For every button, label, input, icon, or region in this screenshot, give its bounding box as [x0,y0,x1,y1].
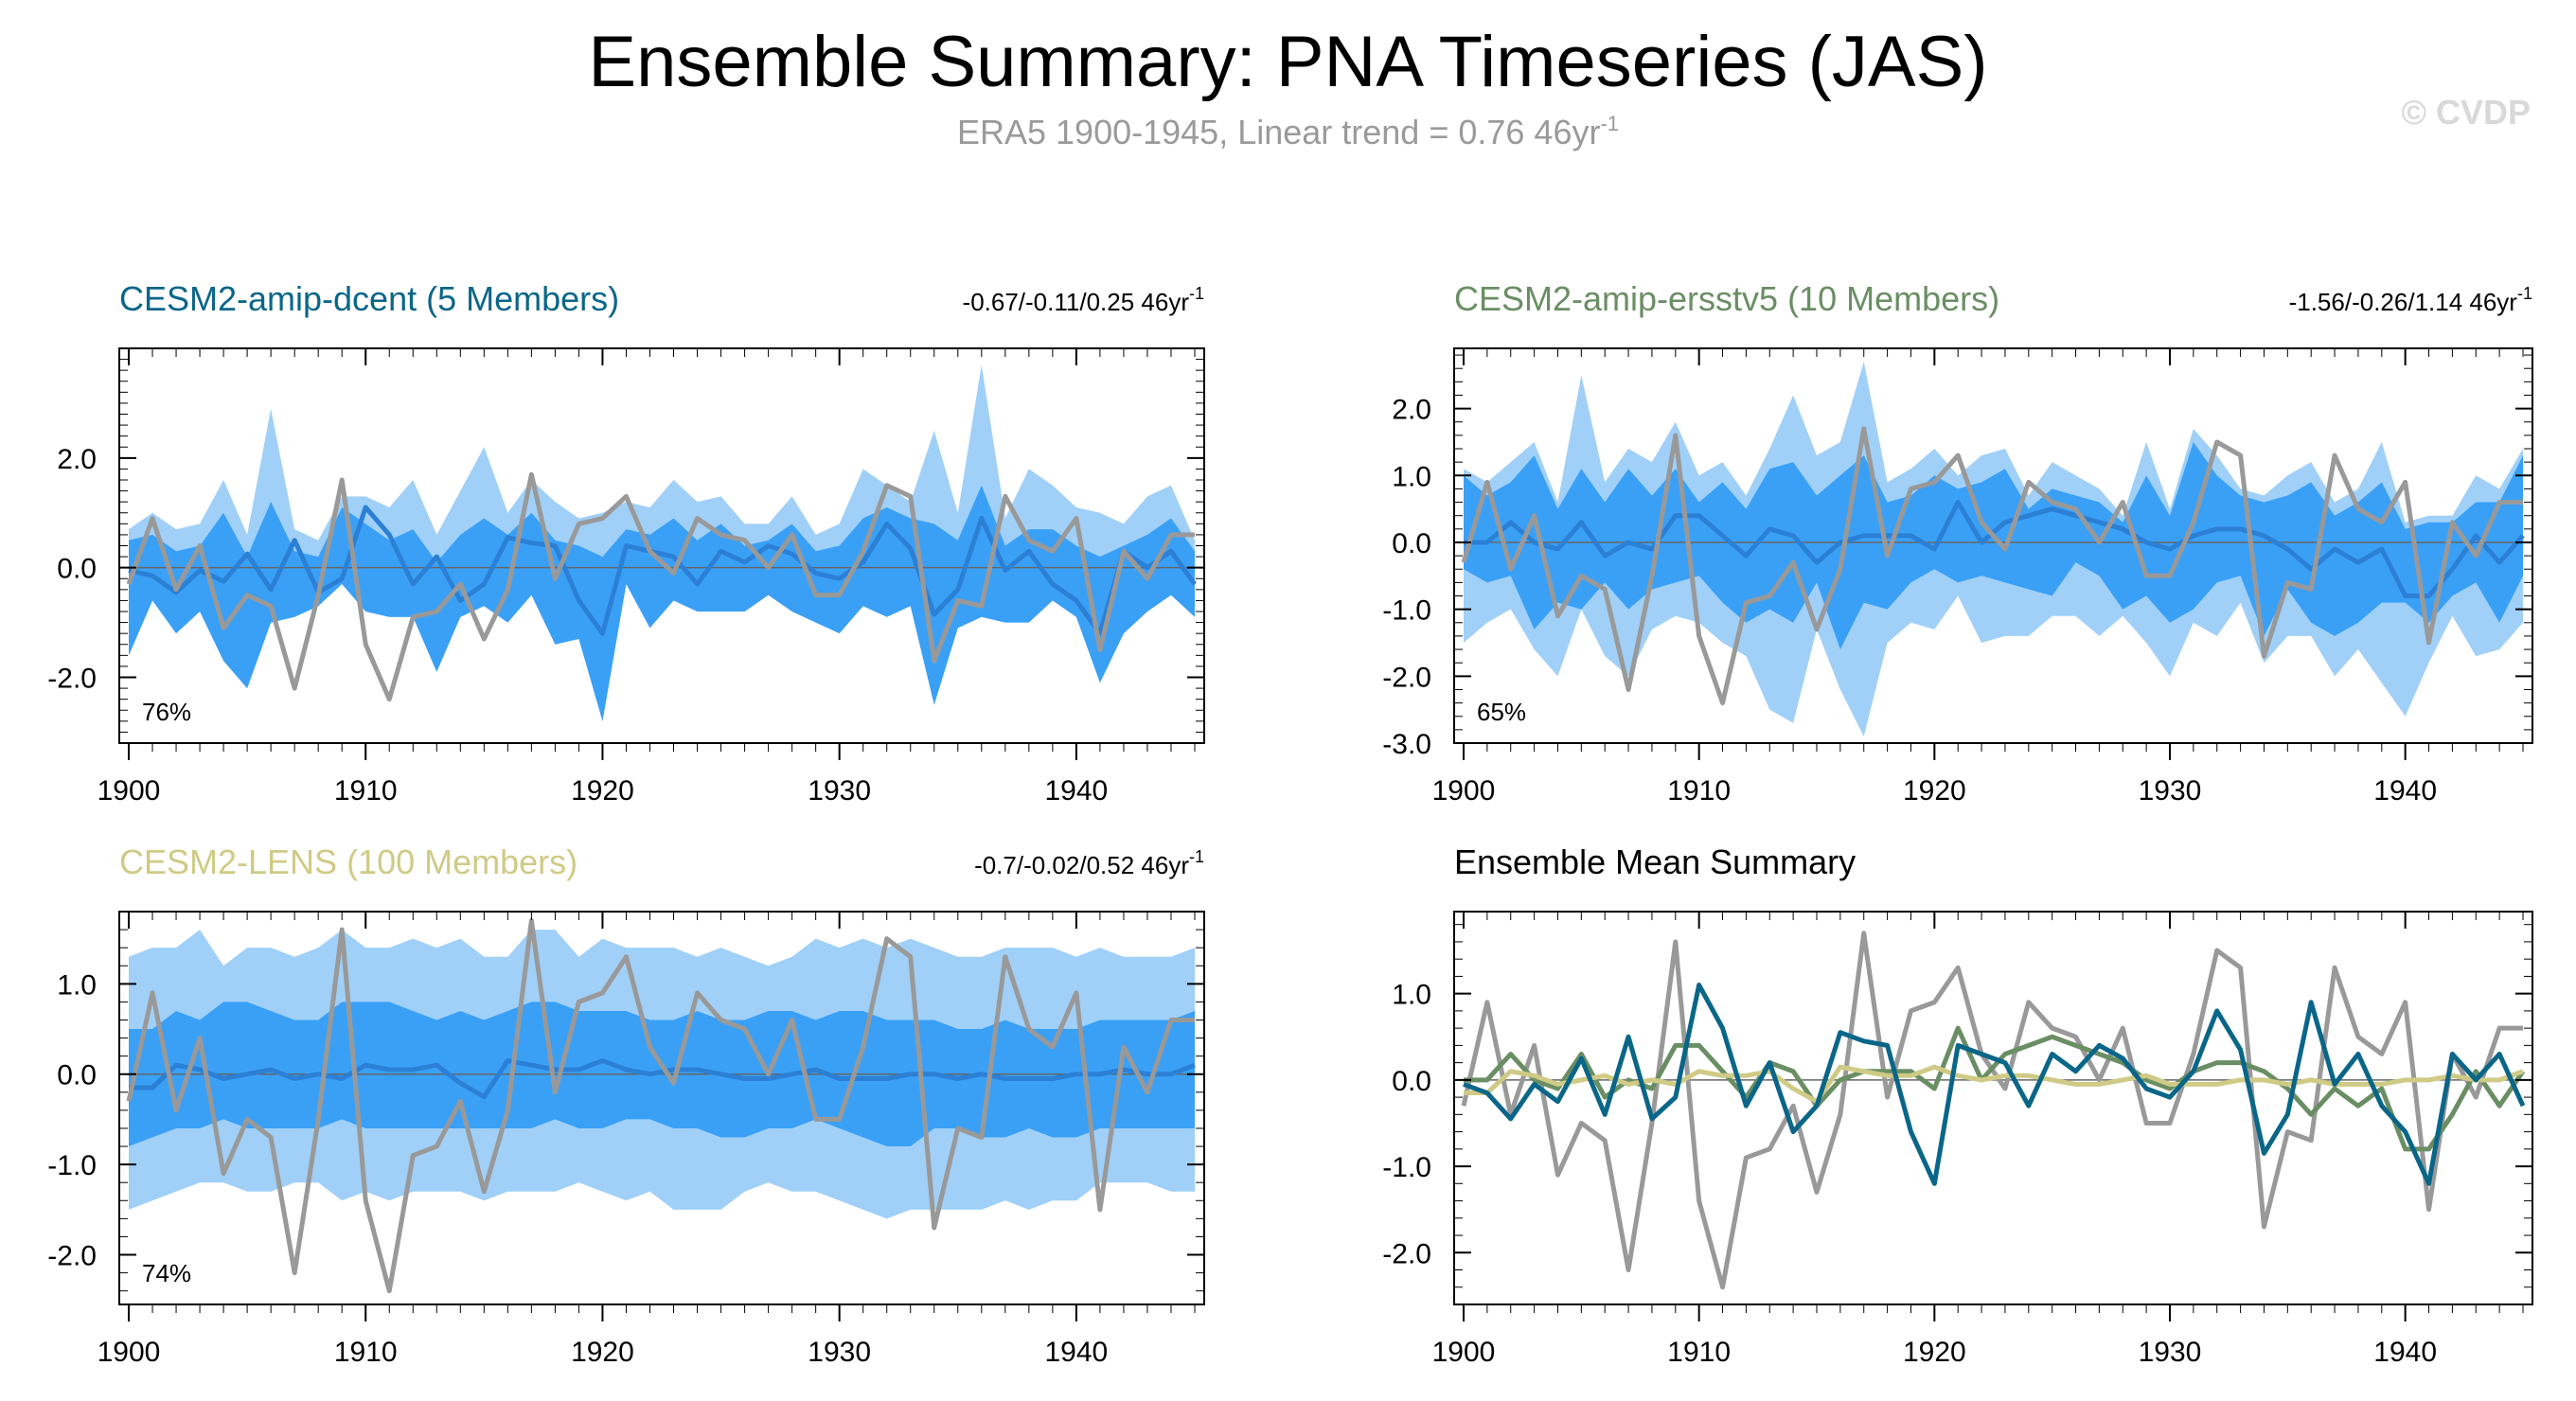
panel-title: Ensemble Mean Summary [1454,842,1856,881]
x-tick-label: 1940 [1045,1337,1109,1368]
x-tick-label: 1900 [98,775,161,807]
plot-frame [1453,911,2533,1305]
observed-line [1461,426,2523,706]
x-tick-label: 1930 [808,1337,871,1368]
series-line-ersstv5 [1464,1025,2526,1152]
y-tick-label: 1.0 [1392,461,1431,492]
subtitle-text: ERA5 1900-1945, Linear trend = 0.76 46yr [956,113,1601,151]
x-tick-label: 1920 [1903,775,1966,807]
y-tick-label: 1.0 [1392,980,1431,1011]
x-tick-label: 1940 [2373,1337,2437,1368]
panel-summary: Ensemble Mean Summary -2.0 -1.0 0.0 1.0 1900 1… [1382,842,2533,1368]
panel-title: CESM2-amip-dcent (5 Members) [119,279,619,318]
y-tick-label: -1.0 [1382,1152,1431,1183]
y-tick-label: -2.0 [1382,662,1431,693]
panel-title: CESM2-amip-ersstv5 (10 Members) [1454,279,1999,318]
trend-text: -0.7/-0.02/0.52 46yr-1 [974,847,1204,879]
percent-label: 74% [142,1259,191,1287]
y-tick-label: -1.0 [47,1150,97,1181]
x-tick-label: 1930 [2139,1337,2202,1368]
y-tick-label: -1.0 [1382,595,1431,627]
plot-frame [1453,347,2533,744]
x-tick-label: 1920 [571,1337,634,1368]
y-tick-label: 1.0 [57,969,97,1001]
observed-line [126,918,1195,1294]
y-tick-label: -2.0 [47,664,97,695]
y-tick-label: -3.0 [1382,729,1431,760]
x-tick-label: 1930 [808,775,871,807]
x-tick-label: 1910 [1667,775,1731,807]
subtitle-superscript: -1 [1600,112,1620,135]
x-tick-label: 1910 [1667,1337,1731,1368]
y-tick-label: -2.0 [1382,1238,1431,1269]
panel-dcent: CESM2-amip-dcent (5 Members) -0.67/-0.11/… [47,279,1205,807]
ensemble-mean-line [128,505,1198,636]
x-tick-label: 1940 [1045,775,1109,807]
y-tick-label: 0.0 [57,554,97,585]
x-tick-label: 1920 [571,775,634,807]
percent-label: 76% [142,698,191,726]
y-tick-label: 0.0 [1392,1066,1431,1097]
series-line-dcent [1463,983,2526,1186]
trend-text: -0.67/-0.11/0.25 46yr-1 [963,284,1204,316]
x-tick-label: 1940 [2373,775,2437,807]
x-tick-label: 1910 [334,1337,398,1368]
y-tick-label: 2.0 [1392,395,1431,426]
x-tick-label: 1900 [1432,1337,1496,1368]
x-tick-label: 1920 [1903,1337,1966,1368]
figure-subtitle: ERA5 1900-1945, Linear trend = 0.76 46yr… [0,112,2576,152]
watermark: © CVDP [2401,93,2531,132]
series-line-observed [1461,931,2523,1290]
y-tick-label: 2.0 [57,444,97,475]
trend-text: -1.56/-0.26/1.14 46yr-1 [2289,284,2532,316]
ensemble-mean-line [129,1057,1196,1100]
x-tick-label: 1930 [2139,775,2202,807]
figure-title: Ensemble Summary: PNA Timeseries (JAS) [588,22,1988,102]
x-tick-label: 1900 [1432,775,1496,807]
panel-ersstv5: CESM2-amip-ersstv5 (10 Members) -1.56/-0.… [1382,279,2533,807]
y-tick-label: 0.0 [57,1060,97,1091]
observed-line [126,471,1195,702]
percent-label: 65% [1477,698,1526,726]
x-tick-label: 1900 [98,1337,161,1368]
y-tick-label: -2.0 [47,1241,97,1272]
x-tick-label: 1910 [334,775,398,807]
panel-title: CESM2-LENS (100 Members) [119,842,577,881]
plot-frame [118,911,1205,1305]
y-tick-label: 0.0 [1392,528,1431,559]
panel-lens: CESM2-LENS (100 Members) -0.7/-0.02/0.52 … [47,842,1205,1368]
